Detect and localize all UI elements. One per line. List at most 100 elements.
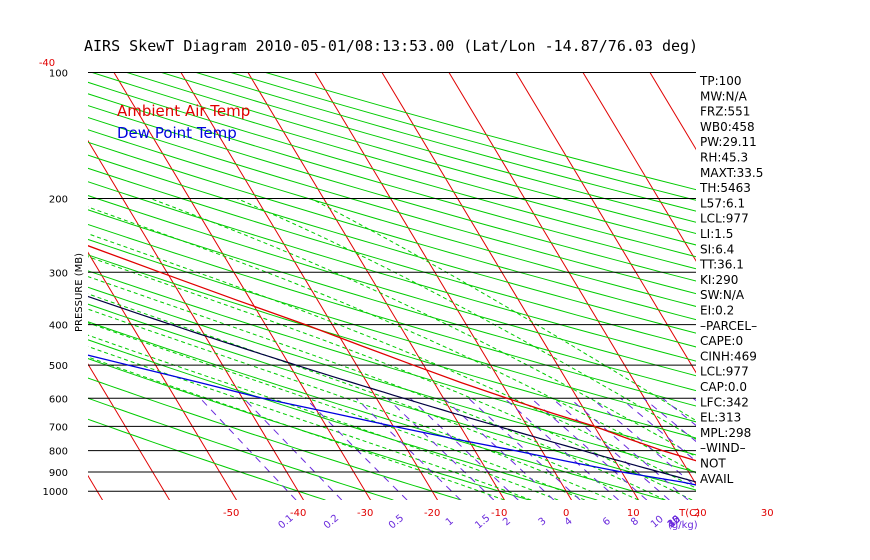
isotherm-line <box>314 73 572 500</box>
pressure-tick-label: 400 <box>49 321 68 332</box>
dry-adiabat-line <box>88 81 696 258</box>
pressure-tick-label: 600 <box>49 394 68 405</box>
mixing-ratio-label: 4 <box>563 516 575 529</box>
dry-adiabat-line <box>161 73 696 223</box>
index-label: –WIND– <box>700 441 746 455</box>
profile-lines <box>88 245 696 486</box>
legend-dew-point-temp: Dew Point Temp <box>117 124 237 142</box>
dry-adiabat-line <box>88 141 696 321</box>
bottom-temp-tick-label: -50 <box>223 508 239 519</box>
dry-adiabat-line <box>88 270 696 456</box>
index-label: TP:100 <box>699 74 742 88</box>
mixing-ratio-label: 8 <box>629 516 641 529</box>
isotherm-line <box>582 73 696 262</box>
mixing-ratio-line <box>504 397 619 500</box>
pressure-tick-label: 800 <box>49 447 68 458</box>
mixing-ratio-line <box>443 397 555 500</box>
index-label: –PARCEL– <box>700 319 757 333</box>
mixing-ratio-unit-label: (g/kg) <box>668 520 698 531</box>
mixing-ratio-line <box>386 397 495 500</box>
pressure-tick-label: 700 <box>49 422 68 433</box>
index-label: CINH:469 <box>700 349 757 363</box>
moist-adiabat-line <box>310 198 696 422</box>
index-label: NOT <box>700 457 726 471</box>
index-label: RH:45.3 <box>700 151 748 165</box>
index-label: MW:N/A <box>700 89 748 103</box>
bottom-temp-tick-label: -40 <box>290 508 306 519</box>
parcel-path-line <box>88 295 696 483</box>
dry-adiabat-line <box>88 116 696 295</box>
mixing-ratio-label: 1 <box>444 516 456 529</box>
isotherm-line <box>649 73 696 151</box>
index-label: AVAIL <box>700 472 734 486</box>
bottom-temp-tick-label: -30 <box>357 508 373 519</box>
isotherm-line <box>0 63 36 500</box>
top-temp-tick-label: -40 <box>39 58 55 69</box>
mixing-ratio-line <box>569 397 689 500</box>
dry-adiabat-line <box>126 73 696 234</box>
mixing-ratio-line <box>305 397 408 500</box>
index-label: EL:313 <box>700 411 741 425</box>
index-label: L57:6.1 <box>700 196 745 210</box>
mixing-ratio-line <box>643 397 696 443</box>
index-label: SW:N/A <box>700 288 745 302</box>
moist-adiabat-line <box>150 198 696 458</box>
temp-unit-label: T(C) <box>678 508 700 519</box>
mixing-ratio-label: 6 <box>601 516 613 529</box>
moist-adiabat-line <box>88 308 612 500</box>
mixing-ratio-line <box>591 397 696 488</box>
index-label: EI:0.2 <box>700 304 734 318</box>
moist-adiabat-line <box>88 256 693 500</box>
mixing-ratio-line <box>199 397 297 500</box>
isotherm-line <box>88 251 237 500</box>
moist-adiabat-line <box>88 345 532 500</box>
index-label: PW:29.11 <box>700 135 757 149</box>
isotherm-line <box>180 73 438 500</box>
dry-adiabat-line <box>88 303 696 491</box>
pressure-tick-label: 1000 <box>43 487 68 498</box>
mixing-ratio-label: 2 <box>501 516 513 529</box>
index-label: CAPE:0 <box>700 334 743 348</box>
index-label: TT:36.1 <box>699 258 744 272</box>
bottom-temp-tick-label: 0 <box>563 508 569 519</box>
index-label: SI:6.4 <box>700 242 734 256</box>
moist-adiabat-line <box>88 276 666 500</box>
chart-title: AIRS SkewT Diagram 2010-05-01/08:13:53.0… <box>84 37 698 55</box>
isotherm-line <box>88 474 103 500</box>
moist-adiabat-line <box>88 293 639 500</box>
dry-adiabat-line <box>88 154 696 334</box>
dry-adiabat-line <box>88 105 696 282</box>
dry-adiabat-line <box>88 254 696 439</box>
moist-adiabat-line <box>88 334 559 500</box>
dry-adiabat-line <box>88 209 696 392</box>
dry-adiabat-line <box>88 418 326 500</box>
isotherm-line <box>88 363 170 500</box>
dry-adiabat-line <box>88 339 598 500</box>
dew-point-temp-line <box>88 354 696 486</box>
dry-adiabat-line <box>88 181 696 362</box>
dry-adiabat-line <box>265 73 696 191</box>
index-label: FRZ:551 <box>700 105 750 119</box>
index-label: TH:5463 <box>699 181 751 195</box>
index-label: MAXT:33.5 <box>700 166 763 180</box>
dry-adiabat-line <box>88 286 696 473</box>
dry-adiabat-line <box>88 167 696 348</box>
axis-labels: 1002003004005006007008009001000-120-110-… <box>39 58 774 531</box>
bottom-temp-tick-label: 10 <box>627 508 640 519</box>
index-label: LI:1.5 <box>700 227 733 241</box>
index-label: CAP:0.0 <box>700 380 747 394</box>
index-label: MPL:298 <box>700 426 751 440</box>
mixing-ratio-label: 10 <box>649 514 666 531</box>
isotherm-line <box>113 73 371 500</box>
index-label: LFC:342 <box>700 395 749 409</box>
index-label: KI:290 <box>700 273 738 287</box>
moist-adiabat-line <box>88 322 586 500</box>
dry-adiabat-line <box>88 195 696 377</box>
isotherm-line <box>88 139 304 500</box>
isotherm-line <box>381 73 639 500</box>
legend-ambient-air-temp: Ambient Air Temp <box>117 102 250 120</box>
dry-adiabat-line <box>88 238 696 423</box>
mixing-ratio-line <box>409 397 519 500</box>
